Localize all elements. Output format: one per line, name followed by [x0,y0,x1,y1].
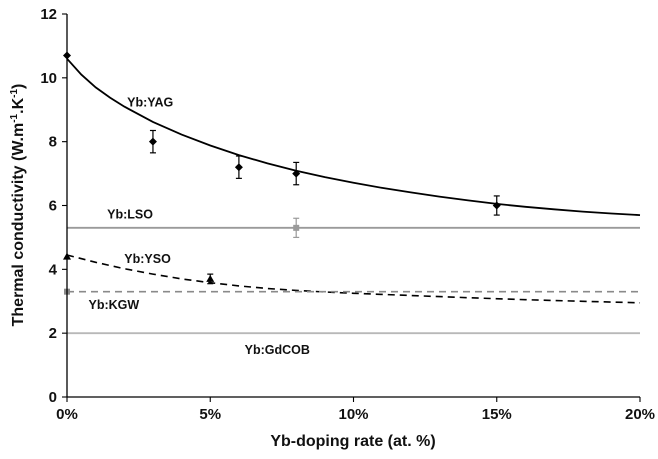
series-label: Yb:LSO [107,207,153,221]
series-label: Yb:KGW [88,298,139,312]
yb-yso-data-point [206,274,215,282]
x-tick-label: 5% [199,406,221,423]
series-label: Yb:GdCOB [245,343,310,357]
y-axis-title-sup1: -1 [9,113,20,122]
series-label: Yb:YSO [124,252,171,266]
yb-yag-data-point [234,163,243,172]
y-axis-title-mid: .K [10,97,27,113]
y-axis-title-main: Thermal conductivity (W.m [10,123,27,327]
y-tick-label: 0 [49,389,57,406]
y-tick-label: 12 [40,6,57,23]
yb-yag-data-point [148,137,157,146]
yb-yag-fit-line [66,58,641,216]
x-tick-label: 10% [338,406,368,423]
y-axis-title: Thermal conductivity (W.m-1.K-1) [9,84,27,327]
x-tick-label: 0% [56,406,78,423]
y-tick-label: 2 [49,325,57,342]
x-tick-label: 15% [482,406,512,423]
x-tick-label: 20% [625,406,655,423]
y-tick-label: 10 [40,70,57,87]
series-labels-group: Yb:YAG Yb:LSO Yb:YSO Yb:KGW Yb:GdCOB [88,96,309,357]
yb-lso-data-point [293,224,300,231]
x-ticks-group: 0% 5% 10% 15% 20% [56,397,655,423]
y-axis-title-sup2: -1 [9,89,20,98]
plot-points-group [63,51,501,295]
yb-yag-data-point [292,169,301,178]
series-label: Yb:YAG [127,96,173,110]
plot-lines-group [66,58,641,335]
y-tick-label: 8 [49,134,57,151]
y-axis-title-end: ) [10,84,27,89]
yb-yso-fit-line [66,254,641,304]
y-tick-label: 6 [49,198,57,215]
y-tick-label: 4 [49,261,58,278]
x-axis-title: Yb-doping rate (at. %) [270,433,435,450]
yb-yag-data-point [492,201,501,210]
y-ticks-group: 0 2 4 6 8 10 12 [40,6,67,406]
